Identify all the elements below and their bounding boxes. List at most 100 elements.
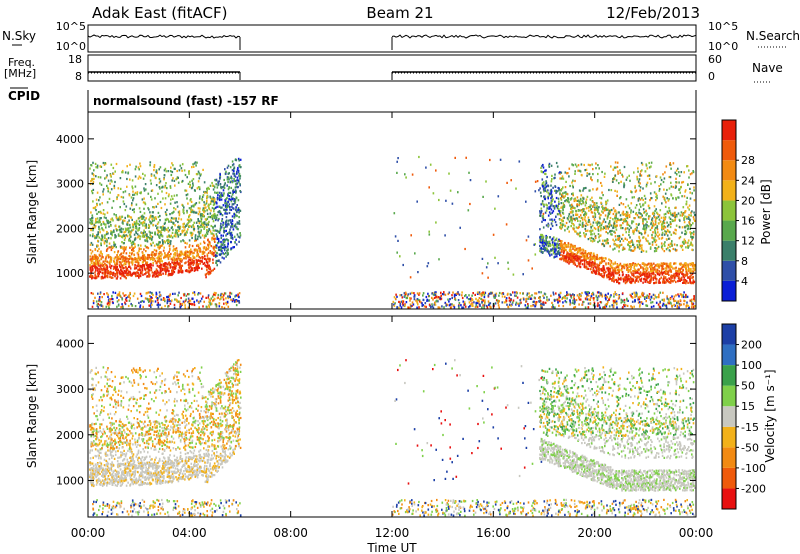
echo-point: [640, 174, 643, 177]
echo-point: [569, 259, 572, 262]
echo-point: [653, 297, 655, 300]
echo-point: [104, 213, 106, 216]
echo-point: [607, 266, 610, 269]
echo-point: [115, 246, 117, 249]
echo-point: [578, 216, 580, 219]
echo-point: [690, 263, 693, 266]
echo-point: [199, 226, 202, 229]
echo-point: [109, 173, 112, 176]
echo-point: [206, 194, 209, 197]
echo-point: [149, 220, 151, 223]
echo-point: [189, 214, 191, 217]
echo-point: [94, 271, 96, 274]
echo-point: [225, 198, 227, 201]
echo-point: [150, 173, 153, 176]
echo-point: [413, 295, 416, 298]
echo-point: [648, 166, 651, 169]
echo-point: [678, 306, 680, 309]
echo-point: [625, 278, 627, 282]
echo-point: [142, 172, 144, 175]
echo-point: [410, 305, 412, 308]
echo-point: [663, 276, 665, 280]
echo-point: [651, 233, 653, 237]
echo-point: [131, 304, 134, 307]
echo-point: [651, 219, 654, 223]
nsky-series: [391, 34, 697, 39]
echo-point: [550, 294, 552, 297]
echo-point: [636, 294, 638, 297]
echo-point: [94, 296, 96, 299]
echo-point: [669, 162, 671, 165]
echo-point: [128, 295, 130, 298]
echo-point: [180, 268, 183, 271]
echo-point: [170, 226, 173, 230]
echo-point: [130, 257, 132, 260]
echo-point: [226, 184, 228, 187]
echo-point: [431, 305, 434, 308]
echo-point: [121, 264, 123, 267]
echo-point: [220, 206, 222, 209]
echo-point: [648, 293, 651, 296]
echo-point: [170, 252, 172, 256]
echo-point: [128, 263, 130, 266]
echo-point: [237, 179, 239, 182]
echo-point: [218, 205, 221, 208]
echo-point: [139, 271, 142, 274]
echo-point: [538, 300, 540, 303]
echo-point: [142, 273, 144, 276]
echo-point: [558, 200, 560, 203]
nsky-tick-bottom: 10^0: [56, 40, 86, 53]
echo-point: [152, 206, 154, 209]
echo-point: [184, 304, 186, 307]
echo-point: [409, 303, 412, 306]
echo-point: [94, 264, 96, 267]
echo-point: [104, 234, 106, 237]
echo-point: [105, 226, 107, 229]
echo-point: [157, 215, 160, 219]
echo-point: [166, 269, 168, 272]
echo-point: [124, 248, 127, 251]
echo-point: [601, 170, 603, 174]
echo-point: [661, 304, 664, 307]
echo-point: [203, 241, 206, 245]
echo-point: [669, 163, 671, 166]
echo-point: [673, 299, 676, 303]
echo-point: [181, 179, 184, 183]
echo-point: [222, 252, 224, 255]
echo-point: [214, 240, 216, 243]
echo-point: [199, 262, 202, 265]
echo-point: [562, 301, 564, 304]
echo-point: [234, 175, 237, 178]
echo-point: [176, 169, 178, 173]
echo-point: [198, 210, 201, 213]
echo-point: [614, 291, 616, 294]
echo-point: [121, 258, 124, 262]
echo-point: [238, 222, 241, 225]
echo-point: [462, 300, 465, 303]
echo-point: [461, 291, 463, 294]
echo-point: [227, 252, 229, 255]
echo-point: [195, 261, 198, 264]
echo-point: [451, 296, 453, 300]
echo-point: [670, 242, 673, 245]
echo-point: [192, 184, 194, 187]
echo-point: [578, 232, 580, 235]
echo-point: [596, 253, 598, 257]
echo-point: [610, 165, 612, 168]
echo-point: [105, 216, 107, 220]
echo-point: [675, 266, 677, 269]
echo-point: [526, 294, 528, 297]
echo-point: [90, 229, 92, 232]
echo-point: [634, 276, 637, 279]
echo-point: [643, 264, 646, 267]
echo-point: [596, 187, 599, 190]
echo-point: [649, 192, 652, 195]
echo-point: [580, 255, 583, 258]
echo-point: [589, 296, 592, 299]
echo-point: [597, 264, 600, 267]
echo-point: [458, 293, 461, 296]
echo-point: [226, 253, 229, 256]
echo-point: [560, 248, 563, 251]
echo-point: [92, 233, 94, 236]
echo-point: [170, 198, 172, 201]
